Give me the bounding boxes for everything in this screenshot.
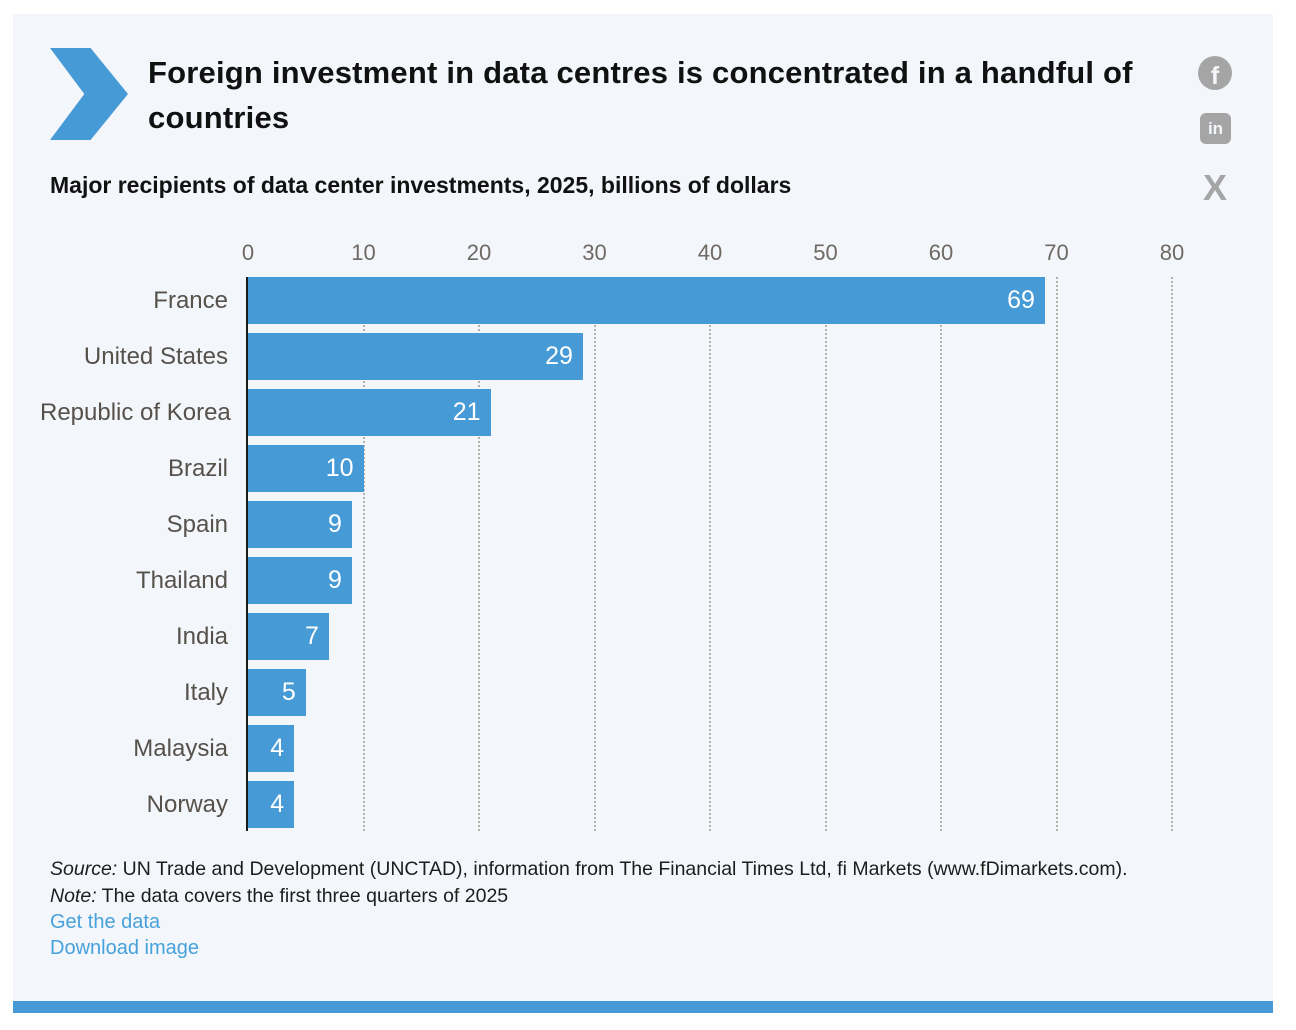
bar-value-label: 10 xyxy=(325,454,354,482)
category-label: Republic of Korea xyxy=(40,399,231,426)
category-label: India xyxy=(175,623,228,650)
chart-subtitle: Major recipients of data center investme… xyxy=(50,172,792,198)
gridline xyxy=(1055,277,1058,831)
x-tick-label: 50 xyxy=(813,240,838,265)
note-text: The data covers the first three quarters… xyxy=(96,885,509,907)
category-label: Norway xyxy=(146,791,228,818)
facebook-icon: f xyxy=(1198,56,1232,90)
gridline xyxy=(478,277,480,831)
category-label: Spain xyxy=(166,511,228,538)
x-tick-label: 10 xyxy=(351,240,376,265)
category-label: Thailand xyxy=(135,567,228,594)
bar-value-label: 69 xyxy=(1007,286,1035,314)
bar-united-states: 29 xyxy=(248,333,583,380)
category-label: France xyxy=(153,287,228,314)
bar-value-label: 4 xyxy=(270,734,285,762)
page-title: Foreign investment in data centres is co… xyxy=(148,55,1133,135)
source-label: Source: xyxy=(50,858,118,880)
source-text: UN Trade and Development (UNCTAD), infor… xyxy=(117,858,1128,880)
category-label: Brazil xyxy=(167,455,228,482)
bar-spain: 9 xyxy=(248,501,352,548)
bar-value-label: 7 xyxy=(304,622,319,650)
bar-norway: 4 xyxy=(248,781,295,828)
note-line: Note: The data covers the first three qu… xyxy=(50,885,508,908)
linkedin-share-button[interactable]: in xyxy=(1198,113,1231,144)
gridline xyxy=(1171,277,1173,831)
bar-value-label: 5 xyxy=(281,678,296,706)
y-axis-line xyxy=(246,277,248,831)
x-tick-label: 70 xyxy=(1044,240,1069,265)
facebook-share-button[interactable]: f xyxy=(1198,56,1232,90)
bar-value-label: 4 xyxy=(270,790,285,818)
gridline xyxy=(709,277,711,831)
linkedin-icon: in xyxy=(1200,113,1231,144)
gridline xyxy=(824,277,827,831)
bar-malaysia: 4 xyxy=(248,725,295,772)
bar-italy: 5 xyxy=(248,669,306,716)
x-icon: X xyxy=(1202,167,1227,208)
category-label: United States xyxy=(83,343,228,370)
gridline xyxy=(940,277,942,831)
gridline xyxy=(362,277,365,831)
bar-value-label: 9 xyxy=(328,566,342,594)
bar-thailand: 9 xyxy=(248,557,352,604)
bar-value-label: 21 xyxy=(452,398,481,426)
bar-india: 7 xyxy=(248,613,329,660)
plot-area: 69 29 21 10 9 9 7 5 4 4 xyxy=(246,277,1173,831)
category-label: Malaysia xyxy=(133,735,228,762)
bar-france: 69 xyxy=(248,277,1045,324)
x-axis-ticks: 0 10 20 30 40 50 60 70 80 xyxy=(242,240,1184,266)
category-label: Italy xyxy=(183,679,228,706)
x-tick-label: 80 xyxy=(1159,240,1185,265)
x-tick-label: 40 xyxy=(697,240,723,265)
bar-value-label: 9 xyxy=(328,510,342,538)
x-tick-label: 20 xyxy=(466,240,492,265)
bottom-accent-bar xyxy=(13,1001,1273,1013)
get-the-data-link[interactable]: Get the data xyxy=(50,911,161,933)
x-share-button[interactable]: X xyxy=(1198,170,1232,206)
source-line: Source: UN Trade and Development (UNCTAD… xyxy=(50,858,1128,881)
gridline xyxy=(593,277,596,831)
x-tick-label: 0 xyxy=(241,240,255,265)
chart-panel xyxy=(13,14,1273,1001)
bar-brazil: 10 xyxy=(248,445,364,492)
bar-republic-of-korea: 21 xyxy=(248,389,491,436)
x-tick-label: 60 xyxy=(928,240,954,265)
download-image-link[interactable]: Download image xyxy=(50,937,199,959)
note-label: Note: xyxy=(50,885,97,907)
bar-value-label: 29 xyxy=(545,342,573,370)
x-tick-label: 30 xyxy=(582,240,607,265)
